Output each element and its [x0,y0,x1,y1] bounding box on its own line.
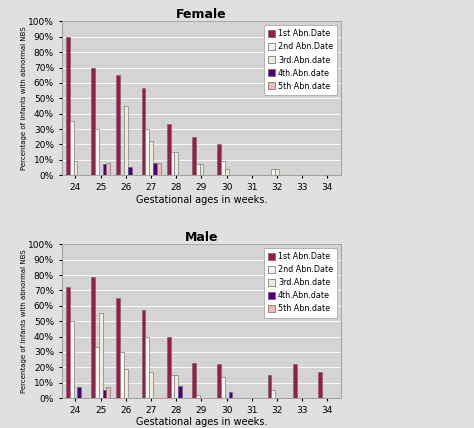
Legend: 1st Abn.Date, 2nd Abn.Date, 3rd.Abn.date, 4th.Abn.date, 5th Abn.date: 1st Abn.Date, 2nd Abn.Date, 3rd.Abn.date… [264,248,337,318]
Bar [102,164,106,175]
Bar [192,363,196,398]
Bar [91,276,95,398]
Bar [106,387,110,398]
Bar [171,375,174,398]
Bar [102,390,106,398]
Bar [200,164,203,175]
Bar [293,364,297,398]
Bar [124,369,128,398]
Bar [124,106,128,175]
Bar [217,144,221,175]
Legend: 1st Abn.Date, 2nd Abn.Date, 3rd.Abn.date, 4th.Abn.date, 5th Abn.date: 1st Abn.Date, 2nd Abn.Date, 3rd.Abn.date… [264,25,337,95]
Bar [221,161,225,175]
Bar [66,37,70,175]
Bar [73,161,77,175]
Bar [268,375,271,398]
Bar [128,167,131,175]
Bar [66,287,70,398]
Bar [275,169,279,175]
Bar [196,164,200,175]
Bar [142,87,146,175]
Bar [149,372,153,398]
Bar [149,141,153,175]
Y-axis label: Percentage of infants with abnormal NBS: Percentage of infants with abnormal NBS [21,250,27,393]
Bar [95,129,99,175]
Bar [221,377,225,398]
Bar [70,121,73,175]
Bar [146,336,149,398]
Bar [271,390,275,398]
Bar [142,310,146,398]
Bar [146,129,149,175]
Bar [120,352,124,398]
Bar [174,152,178,175]
Bar [167,125,171,175]
Bar [225,169,228,175]
Bar [70,321,73,398]
Title: Female: Female [176,9,227,21]
Bar [95,347,99,398]
X-axis label: Gestational ages in weeks.: Gestational ages in weeks. [136,417,267,428]
Bar [271,169,275,175]
Bar [77,387,81,398]
Bar [91,68,95,175]
Bar [228,392,232,398]
Bar [196,395,200,398]
Bar [217,364,221,398]
Bar [174,375,178,398]
Bar [117,298,120,398]
Title: Male: Male [185,231,218,244]
Bar [171,152,174,175]
Bar [318,372,322,398]
Bar [192,137,196,175]
Bar [99,313,102,398]
X-axis label: Gestational ages in weeks.: Gestational ages in weeks. [136,195,267,205]
Bar [117,75,120,175]
Bar [167,336,171,398]
Bar [153,163,157,175]
Bar [178,386,182,398]
Bar [157,163,161,175]
Bar [106,163,110,175]
Y-axis label: Percentage of infants with abnormal NBS: Percentage of infants with abnormal NBS [21,27,27,170]
